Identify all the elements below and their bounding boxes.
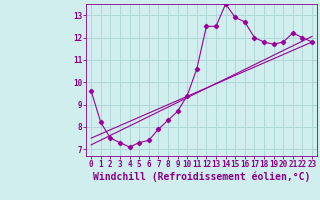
X-axis label: Windchill (Refroidissement éolien,°C): Windchill (Refroidissement éolien,°C) bbox=[93, 172, 310, 182]
